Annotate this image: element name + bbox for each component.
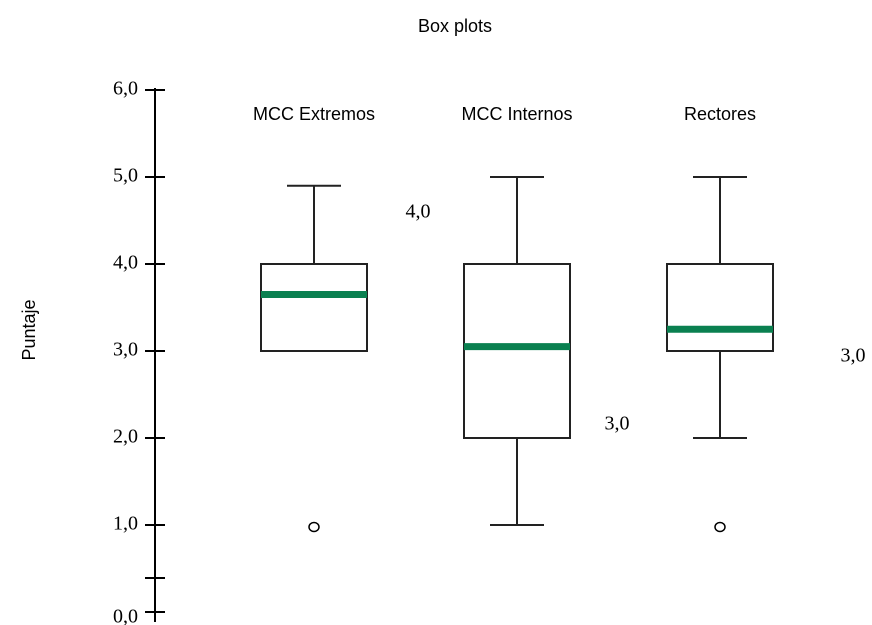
y-tick-label: 3,0 [113, 339, 138, 361]
annotation: 3,0 [841, 345, 866, 367]
box [666, 263, 774, 352]
annotation: 3,0 [605, 413, 630, 435]
category-label: Rectores [684, 104, 756, 124]
box [260, 263, 368, 352]
y-tick-label: 1,0 [113, 513, 138, 535]
y-tick-label: 2,0 [113, 426, 138, 448]
category-label: MCC Internos [461, 104, 572, 124]
outlier [308, 521, 320, 533]
annotation: 4,0 [406, 201, 431, 223]
chart-title: Box plots [418, 16, 492, 36]
category-label: MCC Extremos [253, 104, 375, 124]
y-axis-label: Puntaje [19, 299, 39, 360]
y-tick-label: 5,0 [113, 165, 138, 187]
box [463, 263, 571, 439]
y-tick-label: 6,0 [113, 78, 138, 100]
outlier [714, 521, 726, 533]
y-tick-label: 0,0 [113, 606, 138, 625]
y-tick-label: 4,0 [113, 252, 138, 274]
